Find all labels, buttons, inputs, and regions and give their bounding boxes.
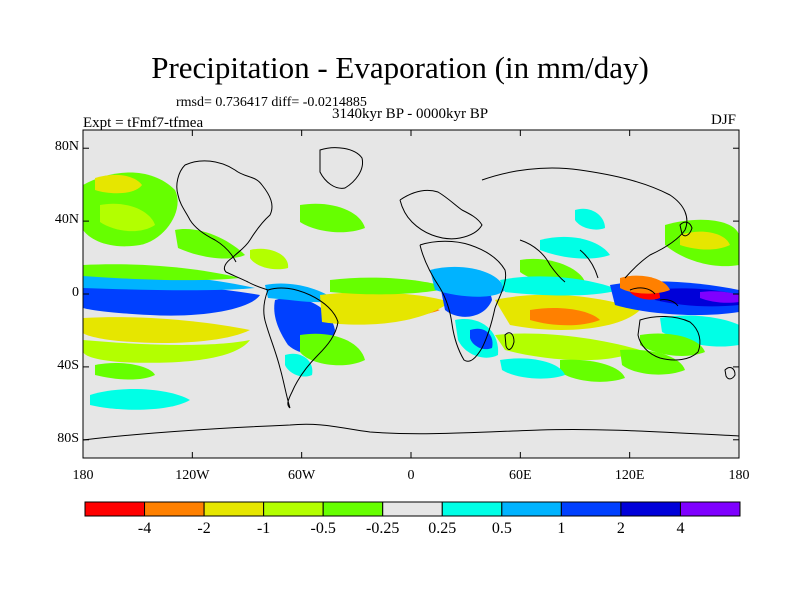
patch-tropic-yellow-south bbox=[83, 317, 250, 343]
patch-npac-green2 bbox=[175, 229, 245, 259]
colorbar-swatch bbox=[144, 501, 205, 517]
axis-ticks bbox=[82, 130, 740, 458]
colorbar-swatch bbox=[322, 501, 384, 517]
colorbar-swatch bbox=[263, 501, 324, 517]
patch-atl-lime bbox=[250, 248, 289, 270]
colorbar-swatch bbox=[84, 501, 146, 517]
patch-aus-green bbox=[620, 349, 685, 375]
colorbar-swatch bbox=[620, 501, 681, 517]
coastlines bbox=[83, 147, 739, 441]
patch-africa-blue2 bbox=[470, 328, 493, 350]
patch-india-cyan bbox=[575, 208, 605, 230]
colorbar-tick-label: -1 bbox=[256, 520, 271, 537]
lon-tick-label: 120W bbox=[175, 468, 210, 483]
colorbar-tick-label: -4 bbox=[137, 520, 152, 537]
colorbar-tick-label: -2 bbox=[197, 520, 211, 537]
patch-africa-cyan bbox=[430, 266, 505, 297]
colorbar-tick-label: -0.25 bbox=[366, 520, 400, 537]
season-label: DJF bbox=[711, 112, 737, 128]
patch-samerica-south-cyan bbox=[285, 353, 313, 377]
lat-tick-label: 80S bbox=[57, 430, 79, 446]
lon-tick-label: 180 bbox=[72, 468, 94, 483]
coast-madagascar bbox=[504, 332, 515, 350]
patch-spac-green bbox=[95, 363, 155, 380]
colorbar-swatch bbox=[560, 501, 622, 517]
patch-indian-cyan bbox=[500, 276, 620, 296]
lon-tick-label: 60E bbox=[509, 468, 532, 483]
period-label: 3140kyr BP - 0000kyr BP bbox=[331, 106, 489, 122]
colorbar-swatch bbox=[382, 501, 443, 517]
colorbar-tick-label: 0.5 bbox=[491, 520, 512, 537]
patch-npac-lime bbox=[100, 203, 155, 232]
lon-tick-label: 60W bbox=[288, 468, 316, 483]
lon-tick-label: 120E bbox=[614, 468, 645, 483]
coast-africa bbox=[419, 240, 507, 362]
coast-japan bbox=[679, 221, 693, 237]
patch-south-indian-cyan bbox=[500, 358, 565, 379]
patch-npac-yellow bbox=[95, 174, 142, 194]
stats-label: rmsd= 0.736417 diff= -0.0214885 bbox=[176, 95, 367, 110]
lon-tick-label: 180 bbox=[728, 468, 750, 483]
patch-asia-cyan bbox=[540, 236, 610, 259]
patch-atl-green-band bbox=[330, 277, 450, 295]
coast-greenland bbox=[319, 147, 364, 189]
coast-australia bbox=[637, 316, 701, 361]
colorbar-tick-label: -0.5 bbox=[310, 520, 336, 537]
colorbar-swatch bbox=[501, 501, 562, 517]
patch-wpac-south-green bbox=[640, 333, 705, 356]
lat-tick-label: 0 bbox=[72, 285, 79, 300]
colorbar-tick-label: 1 bbox=[557, 520, 566, 537]
coast-south-america bbox=[263, 287, 339, 409]
experiment-label: Expt = tFmf7-tfmea bbox=[83, 115, 204, 131]
colorbar-tick-label: 0.25 bbox=[428, 520, 457, 537]
coast-antarctica bbox=[83, 423, 739, 441]
coast-europe bbox=[399, 189, 483, 240]
patch-indian-orange bbox=[530, 308, 600, 326]
patch-tropic-lime-south bbox=[83, 340, 250, 363]
colorbar bbox=[84, 501, 741, 517]
colorbar-swatch bbox=[441, 501, 503, 517]
lon-tick-label: 0 bbox=[407, 468, 415, 483]
lat-tick-label: 40S bbox=[57, 357, 79, 373]
coast-north-america bbox=[176, 160, 273, 291]
colorbar-tick-label: 4 bbox=[676, 520, 685, 537]
patch-indian-south-green bbox=[560, 359, 625, 382]
lat-tick-label: 40N bbox=[54, 212, 79, 228]
patch-indian-lime bbox=[495, 333, 640, 361]
colorbar-swatch bbox=[203, 501, 265, 517]
map-title: Precipitation - Evaporation (in mm/day) bbox=[151, 50, 649, 85]
patch-equator-green-west bbox=[83, 264, 240, 281]
patch-equator-blue-west bbox=[83, 283, 260, 316]
lat-tick-label: 80N bbox=[54, 139, 79, 155]
colorbar-tick-label: 2 bbox=[616, 520, 625, 537]
coast-asia bbox=[481, 167, 688, 283]
coast-indonesia bbox=[629, 287, 679, 307]
patch-wpac-purple bbox=[700, 291, 739, 303]
patch-spac-cyan bbox=[90, 388, 190, 410]
patch-atl-eq-yellow bbox=[320, 292, 450, 325]
coast-nz bbox=[724, 367, 736, 380]
patch-atl-green bbox=[300, 203, 365, 233]
colorbar-swatch bbox=[679, 501, 741, 517]
patch-wpac-yellow bbox=[680, 231, 730, 250]
